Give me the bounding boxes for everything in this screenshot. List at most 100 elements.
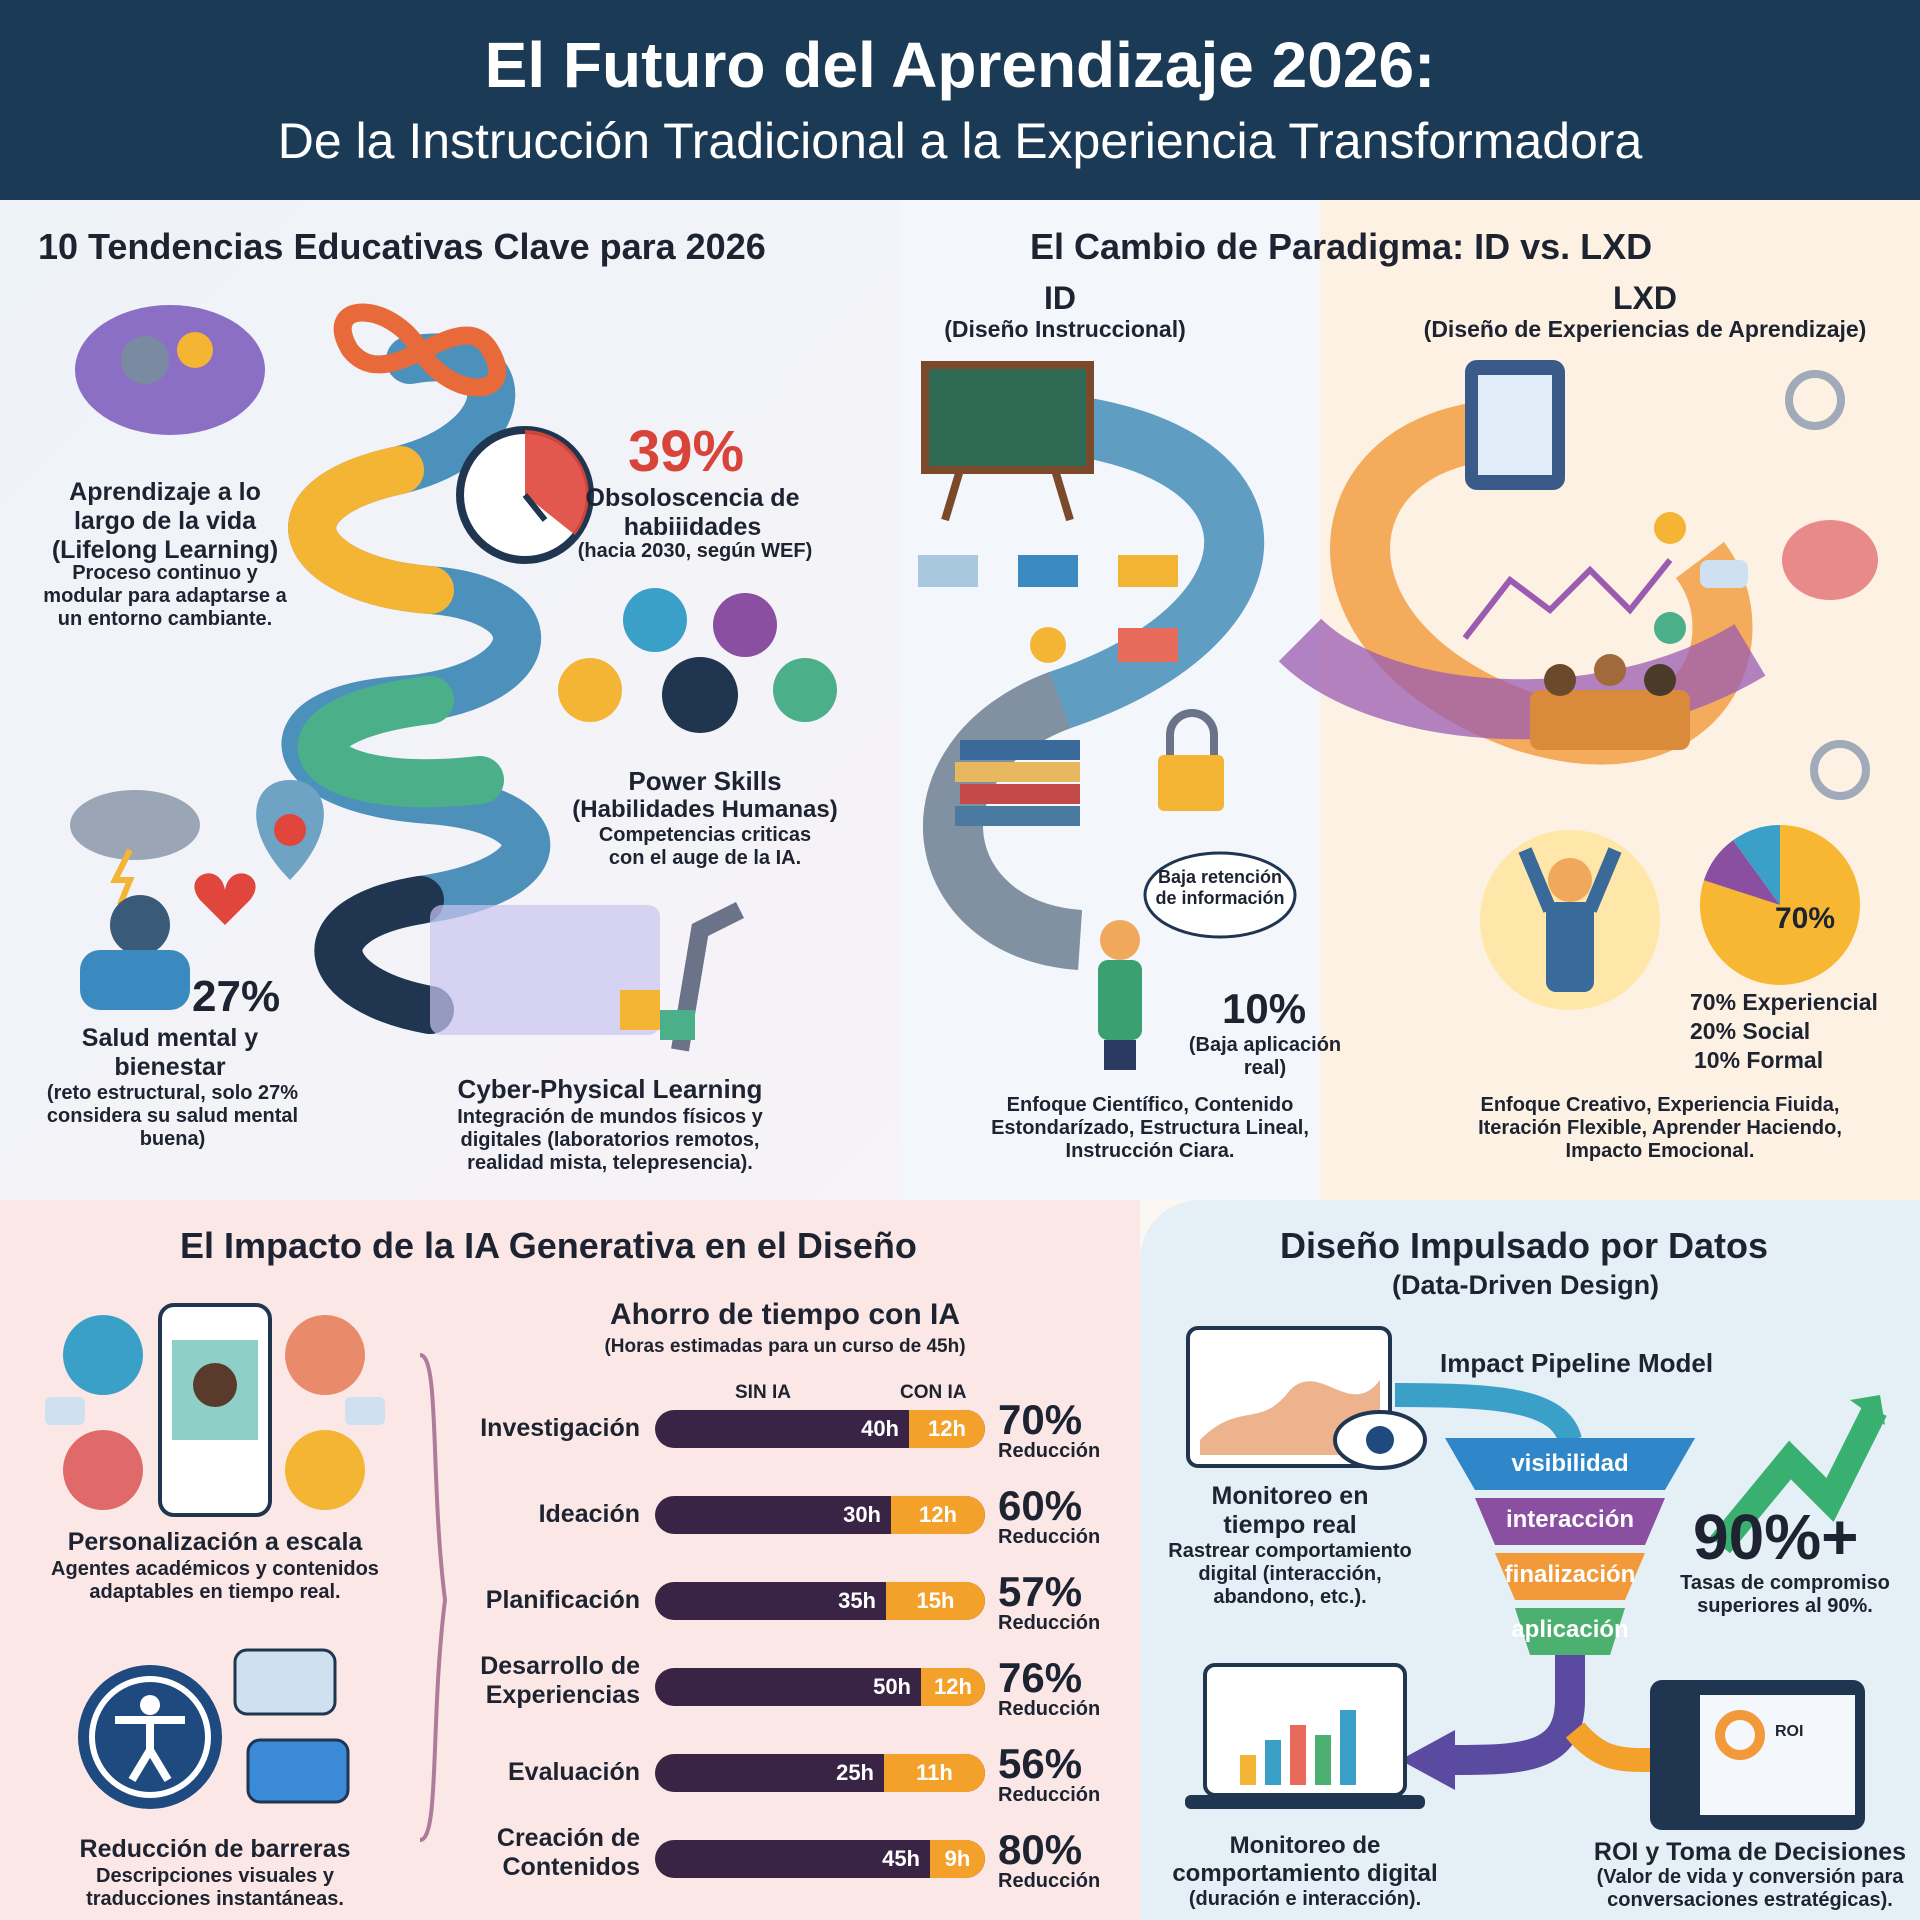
- pie-label: 70%: [1775, 902, 1836, 935]
- blackboard-icon: [921, 361, 1094, 474]
- funnel-interaccion: [1475, 1498, 1665, 1545]
- realtime-title: Monitoreo en tiempo real: [1211, 1482, 1369, 1539]
- id-stat-desc: (Baja aplicación real): [1188, 1034, 1342, 1079]
- barriers-desc: Descripciones visuales y traducciones in…: [86, 1865, 344, 1910]
- translate-icon: [246, 1738, 350, 1804]
- brain-icon: [75, 305, 265, 435]
- chat-icon: [45, 1397, 85, 1425]
- legend-social: 20% Social: [1690, 1018, 1811, 1044]
- bar-row-label: Desarrollo de Experiencias: [480, 1652, 640, 1709]
- pipeline-down-arrow: [1449, 1655, 1585, 1775]
- barriers-title: Reducción de barreras: [79, 1835, 351, 1863]
- paradigm-title: El Cambio de Paradigma: ID vs. LXD: [1030, 226, 1653, 267]
- id-stat: 10%: [1222, 985, 1307, 1032]
- lightning-icon: [110, 848, 135, 907]
- bar-con-ia: 12h: [909, 1410, 985, 1448]
- cyber-title: Cyber-Physical Learning: [457, 1074, 763, 1104]
- lxd-pie-chart: [1699, 825, 1860, 985]
- settings-icon: [1810, 740, 1870, 800]
- roi-desc: (Valor de vida y conversión para convers…: [1596, 1866, 1904, 1911]
- road-dark: [314, 876, 454, 1034]
- bar-sin-ia: 25h: [836, 1760, 874, 1785]
- microphone-icon: [558, 658, 622, 722]
- avatar-icon: [63, 1315, 143, 1395]
- reduction-label: Reducción: [998, 1870, 1101, 1892]
- bar-row-label: Evaluación: [508, 1758, 640, 1786]
- vr-screen-icon: [430, 905, 660, 1035]
- group-learning-icon: [1530, 690, 1690, 750]
- funnel-label-visibilidad: visibilidad: [1511, 1450, 1629, 1477]
- emotion-graph-icon: [1462, 558, 1673, 640]
- bar-sin-ia: 30h: [843, 1502, 881, 1527]
- storm-cloud-icon: [70, 790, 200, 860]
- person-stress-icon: [110, 895, 170, 955]
- engagement-desc: Tasas de compromiso superiores al 90%.: [1680, 1572, 1890, 1617]
- id-label: ID: [1044, 280, 1076, 316]
- reduction-label: Reducción: [998, 1784, 1101, 1806]
- engagement-stat: 90%+: [1693, 1501, 1859, 1573]
- mental-health-stat: 27%: [192, 972, 281, 1021]
- message-icon: [233, 1648, 337, 1716]
- lifelong-desc: Proceso continuo y modular para adaptars…: [43, 562, 287, 630]
- id-sublabel: (Diseño Instruccional): [944, 316, 1186, 342]
- bar-row-label: Investigación: [480, 1414, 640, 1442]
- time-chart-title: Ahorro de tiempo con IA: [609, 1298, 960, 1331]
- bar-sin-ia: 45h: [882, 1846, 920, 1871]
- roi-badge: ROI: [1775, 1723, 1804, 1740]
- funnel-label-interaccion: interacción: [1505, 1506, 1635, 1533]
- gear-icon-small: [177, 332, 213, 368]
- gear-icon: [121, 336, 169, 384]
- bar-row-label: Ideación: [538, 1500, 640, 1528]
- col-sin-ia: SIN IA: [735, 1382, 791, 1403]
- bar-track: 40h 12h: [655, 1410, 985, 1448]
- realtime-desc: Rastrear comportamiento digital (interac…: [1168, 1540, 1412, 1608]
- funnel-finalizacion: [1495, 1553, 1645, 1600]
- time-chart-subtitle: (Horas estimadas para un curso de 45h): [604, 1336, 966, 1357]
- trend-up-icon: [1709, 1404, 1887, 1554]
- person-thinking-icon: [1100, 920, 1140, 960]
- reduction-label: Reducción: [998, 1698, 1101, 1720]
- bar-track: 50h 12h: [655, 1668, 985, 1706]
- reduction-label: Reducción: [998, 1612, 1101, 1634]
- pie-slice-formal: [1733, 825, 1780, 905]
- funnel-label-aplicacion: aplicación: [1511, 1616, 1629, 1643]
- power-skills-subtitle: (Habilidades Humanas): [572, 796, 838, 823]
- avatar-icon-4: [285, 1430, 365, 1510]
- bar-track: 25h 11h: [655, 1754, 985, 1792]
- chat-icon-2: [345, 1397, 385, 1425]
- legend-formal: 10% Formal: [1694, 1047, 1824, 1073]
- data-subtitle: (Data-Driven Design): [1392, 1270, 1660, 1300]
- brain-lxd-icon: [1782, 520, 1878, 600]
- lxd-label: LXD: [1613, 280, 1677, 316]
- cyber-desc: Integración de mundos físicos y digitale…: [457, 1106, 763, 1174]
- legend-experiencial: 70% Experiencial: [1690, 989, 1878, 1015]
- pie-legend: 70% Experiencial 20% Social 10% Formal: [1690, 988, 1878, 1075]
- bar-row-label: Planificación: [485, 1586, 640, 1614]
- road-yellow: [288, 446, 454, 614]
- lifelong-title: Aprendizaje a lo largo de la vida (Lifel…: [51, 478, 279, 564]
- bar-con-ia: 12h: [921, 1668, 985, 1706]
- network-icon: [773, 658, 837, 722]
- ia-title: El Impacto de la IA Generativa en el Dis…: [180, 1225, 917, 1266]
- data-title: Diseño Impulsado por Datos: [1280, 1225, 1769, 1266]
- pie-slice-experiencial: [1699, 825, 1860, 985]
- reduction-percent: 56%: [998, 1740, 1083, 1787]
- reduction-percent: 76%: [998, 1654, 1083, 1701]
- page-title: El Futuro del Aprendizaje 2026:: [484, 29, 1436, 101]
- reduction-label: Reducción: [998, 1526, 1101, 1548]
- pipeline-arrow: [1394, 1383, 1582, 1444]
- cloud-icon: [623, 588, 687, 652]
- books-icon: [960, 740, 1080, 760]
- bar-track: 30h 12h: [655, 1496, 985, 1534]
- handshake-icon: [713, 593, 777, 657]
- bar-con-ia: 9h: [930, 1840, 985, 1878]
- power-skills-title: Power Skills: [628, 766, 782, 796]
- bar-row-label: Creación de Contenidos: [496, 1824, 640, 1881]
- bar-con-ia: 11h: [884, 1754, 985, 1792]
- reduction-percent: 70%: [998, 1396, 1083, 1443]
- infinity-icon: [333, 303, 507, 397]
- magnifier-icon: [1785, 370, 1845, 430]
- obsolescence-title: Obsoloscencia de habiiidades: [585, 484, 800, 541]
- personalization-desc: Agentes académicos y contenidos adaptabl…: [51, 1558, 379, 1603]
